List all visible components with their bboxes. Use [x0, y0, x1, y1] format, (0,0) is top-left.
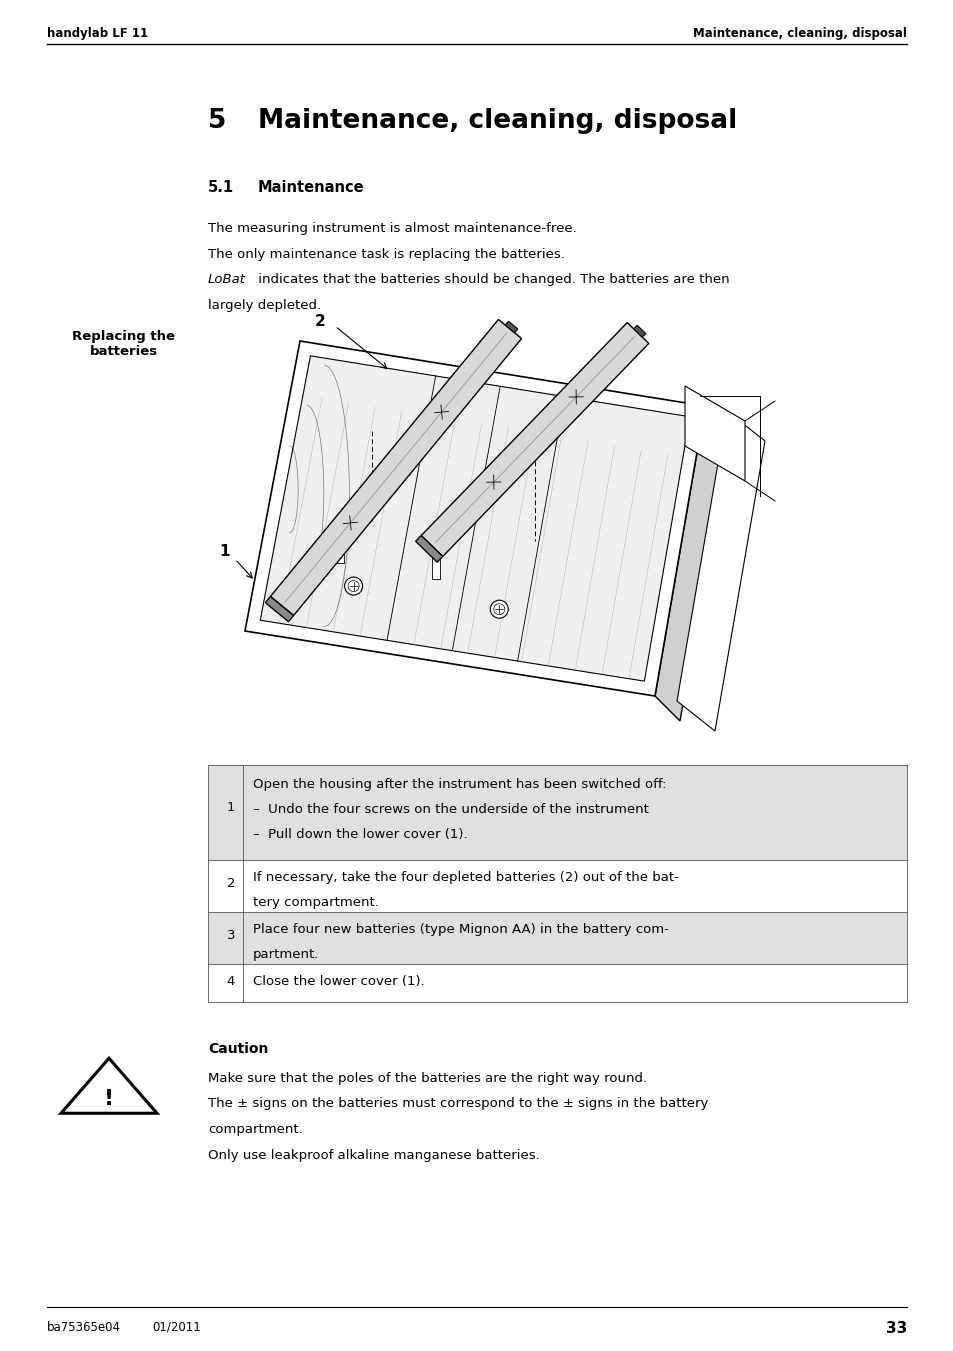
Text: ba75365e04: ba75365e04: [47, 1321, 121, 1333]
Polygon shape: [684, 386, 744, 481]
Text: handylab LF 11: handylab LF 11: [47, 27, 148, 41]
Text: 33: 33: [884, 1321, 906, 1336]
Text: Make sure that the poles of the batteries are the right way round.: Make sure that the poles of the batterie…: [208, 1071, 646, 1085]
Text: 5: 5: [208, 108, 226, 134]
Text: If necessary, take the four depleted batteries (2) out of the bat-: If necessary, take the four depleted bat…: [253, 871, 679, 884]
Text: indicates that the batteries should be changed. The batteries are then: indicates that the batteries should be c…: [253, 273, 729, 286]
Text: Maintenance: Maintenance: [257, 180, 364, 195]
Text: 3: 3: [226, 929, 234, 942]
Polygon shape: [265, 597, 294, 621]
Text: The measuring instrument is almost maintenance-free.: The measuring instrument is almost maint…: [208, 222, 577, 235]
Text: largely depleted.: largely depleted.: [208, 299, 321, 312]
Polygon shape: [432, 554, 439, 578]
Polygon shape: [61, 1058, 157, 1113]
Text: Close the lower cover (1).: Close the lower cover (1).: [253, 975, 424, 988]
Text: 2: 2: [314, 313, 325, 328]
Text: !: !: [104, 1089, 114, 1109]
Polygon shape: [677, 411, 764, 731]
Circle shape: [344, 577, 362, 594]
Text: The only maintenance task is replacing the batteries.: The only maintenance task is replacing t…: [208, 247, 564, 261]
Text: 5.1: 5.1: [208, 180, 233, 195]
Polygon shape: [416, 535, 442, 562]
Text: Maintenance, cleaning, disposal: Maintenance, cleaning, disposal: [693, 27, 906, 41]
Text: Maintenance, cleaning, disposal: Maintenance, cleaning, disposal: [257, 108, 737, 134]
Text: 4: 4: [227, 974, 234, 988]
Circle shape: [490, 600, 508, 619]
Circle shape: [348, 581, 358, 592]
Polygon shape: [260, 355, 689, 681]
Polygon shape: [270, 319, 521, 616]
Polygon shape: [421, 323, 648, 557]
Bar: [208, 765, 906, 861]
Text: 1: 1: [219, 543, 230, 558]
Text: –  Pull down the lower cover (1).: – Pull down the lower cover (1).: [253, 828, 467, 842]
Bar: [208, 912, 906, 965]
Text: 01/2011: 01/2011: [152, 1321, 200, 1333]
Text: 1: 1: [226, 801, 234, 815]
Text: Only use leakproof alkaline manganese batteries.: Only use leakproof alkaline manganese ba…: [208, 1148, 539, 1162]
Text: Replacing the
batteries: Replacing the batteries: [72, 330, 175, 358]
Text: compartment.: compartment.: [208, 1123, 302, 1136]
Text: Place four new batteries (type Mignon AA) in the battery com-: Place four new batteries (type Mignon AA…: [253, 923, 668, 936]
Text: –  Undo the four screws on the underside of the instrument: – Undo the four screws on the underside …: [253, 802, 648, 816]
Text: 2: 2: [226, 877, 234, 890]
Text: Open the housing after the instrument has been switched off:: Open the housing after the instrument ha…: [253, 778, 666, 790]
Text: Caution: Caution: [208, 1042, 268, 1056]
Polygon shape: [633, 326, 645, 338]
Polygon shape: [336, 539, 344, 563]
Text: partment.: partment.: [253, 948, 319, 961]
Polygon shape: [245, 340, 704, 696]
Polygon shape: [655, 407, 729, 721]
Text: The ± signs on the batteries must correspond to the ± signs in the battery: The ± signs on the batteries must corres…: [208, 1097, 708, 1111]
Text: LoBat: LoBat: [208, 273, 246, 286]
Text: tery compartment.: tery compartment.: [253, 896, 378, 909]
Polygon shape: [505, 322, 517, 332]
Circle shape: [494, 604, 504, 615]
